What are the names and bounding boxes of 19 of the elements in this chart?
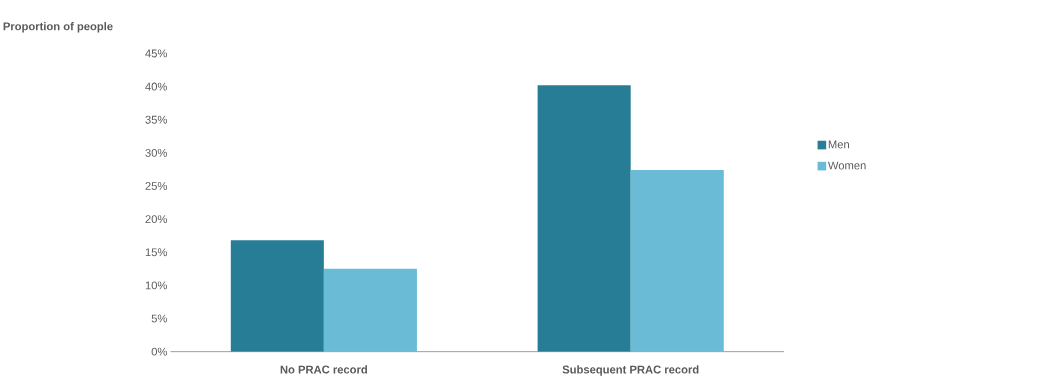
y-tick-label: 15% [145, 248, 167, 257]
bar [323, 268, 417, 352]
y-tick-label: 30% [145, 149, 167, 157]
bar [230, 240, 324, 352]
x-tick-label: Subsequent PRAC record [562, 365, 699, 376]
y-tick-label: 40% [145, 82, 167, 91]
y-axis-title: Proportion of people [3, 22, 113, 33]
y-tick-label: 5% [151, 314, 167, 323]
y-tick-label: 45% [145, 49, 167, 58]
y-tick-label: 35% [145, 115, 167, 124]
x-tick-label: No PRAC record [280, 365, 367, 374]
y-tick-label: 0% [151, 347, 167, 356]
bar [537, 85, 631, 352]
y-tick-label: 10% [145, 281, 167, 290]
bar [630, 170, 724, 352]
y-tick-label: 20% [145, 215, 167, 224]
legend-label: Women [827, 161, 866, 170]
y-tick-label: 25% [145, 182, 167, 191]
legend-label: Men [828, 140, 849, 149]
